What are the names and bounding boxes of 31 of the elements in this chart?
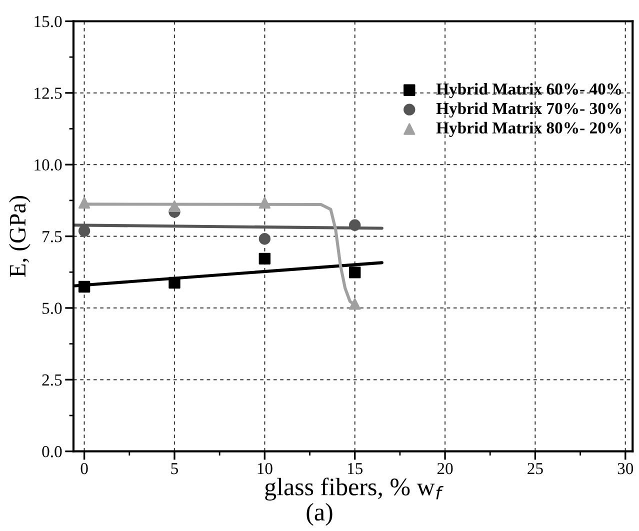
point [258,252,271,265]
y-tick-label: 5.0 [42,302,62,314]
x-tick-label: 5 [171,463,178,474]
x-axis-title: glass fibers, % w$_{f}$ [265,478,444,501]
y-tick-label: 12.5 [34,88,62,99]
x-tick-label: 20 [437,462,453,474]
point [258,196,271,209]
point [349,298,361,310]
point [78,225,90,237]
point [168,200,180,212]
legend-label: Hybrid Matrix 70%- 30% [436,102,622,118]
point [168,276,180,289]
x-tick-label: 15 [348,463,363,474]
x-tick-label: 30 [618,462,634,474]
point [349,219,361,231]
legend-label: Hybrid Matrix 60%- 40% [436,82,622,98]
text: (a) [306,503,332,526]
y-tick-label: 10.0 [34,159,62,171]
point [349,266,361,278]
point [78,280,90,293]
y-tick-label: 2.5 [42,374,62,386]
x-tick-label: 0 [80,462,88,474]
legend-label: Hybrid Matrix 80%- 20% [436,122,622,137]
y-axis-title: E, (GPa) [9,196,30,277]
point [78,196,90,209]
x-tick-label: 10 [258,462,272,474]
y-tick-label: 0.0 [42,446,62,458]
y-tick-label: 15.0 [34,16,62,28]
point [258,233,271,245]
y-tick-label: 7.5 [42,231,62,242]
x-tick-label: 25 [528,462,543,474]
